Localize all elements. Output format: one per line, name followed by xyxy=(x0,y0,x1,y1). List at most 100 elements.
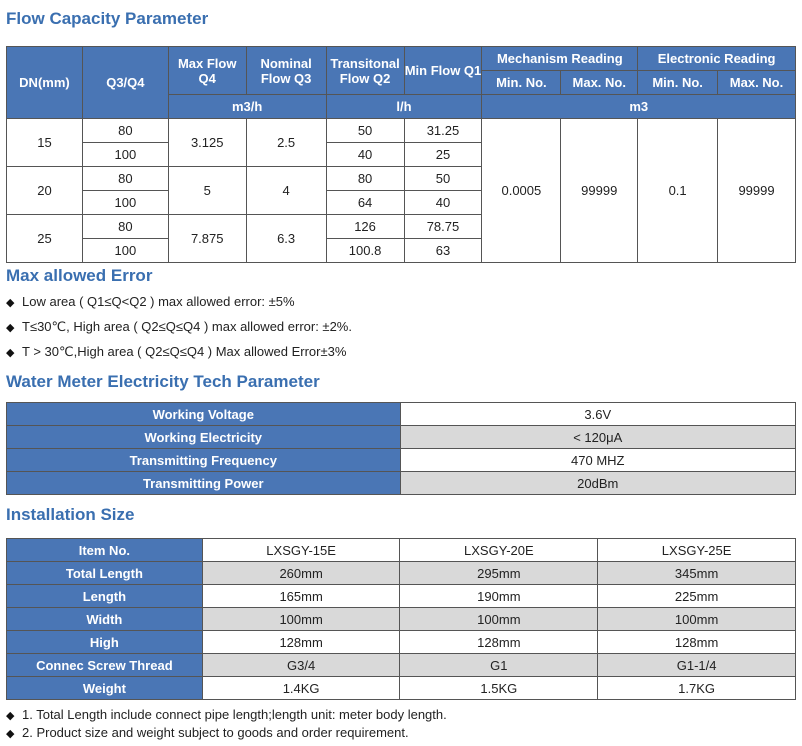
header-unit-lh: l/h xyxy=(325,94,483,119)
flow-capacity-table: DN(mm) Q3/Q4 Max Flow Q4 Nominal Flow Q3… xyxy=(6,46,796,263)
cell: 128mm xyxy=(399,630,599,654)
row-value: 20dBm xyxy=(399,471,797,495)
cell: 225mm xyxy=(597,584,796,608)
diamond-bullet-icon: ◆ xyxy=(6,710,15,722)
cell: 100mm xyxy=(201,607,401,631)
max-flow-cell: 5 xyxy=(167,166,247,215)
transitional-flow-cell: 100.8 xyxy=(325,238,405,263)
diamond-bullet-icon: ◆ xyxy=(6,728,15,740)
row-label: Connec Screw Thread xyxy=(6,653,203,677)
elec-max-cell: 99999 xyxy=(717,118,796,263)
header-mech-max-no: Max. No. xyxy=(560,70,639,95)
nominal-flow-cell: 6.3 xyxy=(245,214,327,263)
row-label: High xyxy=(6,630,203,654)
dn-cell: 25 xyxy=(6,214,83,263)
transitional-flow-cell: 64 xyxy=(325,190,405,215)
row-label: Total Length xyxy=(6,561,203,585)
min-flow-cell: 50 xyxy=(403,166,483,191)
cell: 128mm xyxy=(201,630,401,654)
mech-max-cell: 99999 xyxy=(560,118,639,263)
table-row: 100 64 40 xyxy=(7,190,796,215)
list-item: ◆ T≤30℃, High area ( Q2≤Q≤Q4 ) max allowe… xyxy=(6,317,352,342)
table-row: Working Voltage 3.6V xyxy=(6,402,797,426)
header-unit-m3h: m3/h xyxy=(167,94,327,119)
header-min-flow: Min Flow Q1 xyxy=(403,46,483,95)
header-mechanism-reading: Mechanism Reading xyxy=(481,46,639,71)
flow-section-title: Flow Capacity Parameter xyxy=(6,9,209,28)
cell: 100mm xyxy=(399,607,599,631)
cell: 1.7KG xyxy=(597,676,796,700)
row-label: Working Electricity xyxy=(6,425,401,449)
list-item: ◆ T > 30℃,High area ( Q2≤Q≤Q4 ) Max allow… xyxy=(6,342,352,367)
row-value: < 120μA xyxy=(399,425,797,449)
dn-cell: 15 xyxy=(6,118,83,167)
transitional-flow-cell: 50 xyxy=(325,118,405,143)
dn-cell: 20 xyxy=(6,166,83,215)
list-item: ◆ 2. Product size and weight subject to g… xyxy=(6,724,447,742)
elec-min-cell: 0.1 xyxy=(637,118,719,263)
header-max-flow: Max Flow Q4 xyxy=(167,46,247,95)
q3q4-cell: 100 xyxy=(81,142,169,167)
error-section-title: Max allowed Error xyxy=(6,266,153,285)
cell: 128mm xyxy=(597,630,796,654)
cell: 190mm xyxy=(399,584,599,608)
installation-size-table: Item No. LXSGY-15E LXSGY-20E LXSGY-25E T… xyxy=(6,538,796,700)
q3q4-cell: 80 xyxy=(81,118,169,143)
row-value: 3.6V xyxy=(399,402,797,426)
model-20e: LXSGY-20E xyxy=(399,538,599,562)
table-row: 15 80 3.125 2.5 50 31.25 0.0005 99999 0.… xyxy=(6,118,796,263)
cell: 345mm xyxy=(597,561,796,585)
header-transitional-flow: Transitonal Flow Q2 xyxy=(325,46,405,95)
row-label: Transmitting Frequency xyxy=(6,448,401,472)
row-label: Weight xyxy=(6,676,203,700)
table-row: 25 80 7.875 6.3 126 78.75 xyxy=(6,214,796,263)
mech-min-cell: 0.0005 xyxy=(481,118,562,263)
table-row: Transmitting Power 20dBm xyxy=(6,471,797,495)
table-row: Transmitting Frequency 470 MHZ xyxy=(6,448,797,472)
electricity-table: Working Voltage 3.6V Working Electricity… xyxy=(6,402,797,495)
nominal-flow-cell: 2.5 xyxy=(245,118,327,167)
header-nominal-flow: Nominal Flow Q3 xyxy=(245,46,327,95)
model-25e: LXSGY-25E xyxy=(597,538,796,562)
max-flow-cell: 3.125 xyxy=(167,118,247,167)
table-row: 20 80 5 4 80 50 xyxy=(6,166,796,215)
diamond-bullet-icon: ◆ xyxy=(6,297,15,309)
q3q4-cell: 80 xyxy=(81,166,169,191)
header-unit-m3: m3 xyxy=(481,94,796,119)
cell: 100mm xyxy=(597,607,796,631)
table-row: Length 165mm 190mm 225mm xyxy=(6,584,796,608)
max-flow-cell: 7.875 xyxy=(167,214,247,263)
notes-list: ◆ 1. Total Length include connect pipe le… xyxy=(6,706,447,742)
min-flow-cell: 40 xyxy=(403,190,483,215)
transitional-flow-cell: 40 xyxy=(325,142,405,167)
header-elec-min-no: Min. No. xyxy=(637,70,719,95)
cell: G1-1/4 xyxy=(597,653,796,677)
cell: 1.4KG xyxy=(201,676,401,700)
table-row: 100 40 25 xyxy=(7,142,796,167)
nominal-flow-cell: 4 xyxy=(245,166,327,215)
header-elec-max-no: Max. No. xyxy=(717,70,796,95)
header-dn: DN(mm) xyxy=(6,46,83,119)
table-row: Width 100mm 100mm 100mm xyxy=(6,607,796,631)
model-15e: LXSGY-15E xyxy=(201,538,401,562)
row-label: Length xyxy=(6,584,203,608)
list-item: ◆ 1. Total Length include connect pipe le… xyxy=(6,706,447,724)
cell: 295mm xyxy=(399,561,599,585)
cell: G1 xyxy=(399,653,599,677)
table-row: Weight 1.4KG 1.5KG 1.7KG xyxy=(6,676,796,700)
q3q4-cell: 80 xyxy=(81,214,169,239)
list-item: ◆ Low area ( Q1≤Q<Q2 ) max allowed error:… xyxy=(6,292,352,317)
header-electronic-reading: Electronic Reading xyxy=(637,46,796,71)
transitional-flow-cell: 80 xyxy=(325,166,405,191)
min-flow-cell: 78.75 xyxy=(403,214,483,239)
transitional-flow-cell: 126 xyxy=(325,214,405,239)
row-label: Transmitting Power xyxy=(6,471,401,495)
header-q3q4: Q3/Q4 xyxy=(81,46,169,119)
min-flow-cell: 25 xyxy=(403,142,483,167)
table-row: Working Electricity < 120μA xyxy=(6,425,797,449)
min-flow-cell: 31.25 xyxy=(403,118,483,143)
cell: 165mm xyxy=(201,584,401,608)
cell: G3/4 xyxy=(201,653,401,677)
error-list: ◆ Low area ( Q1≤Q<Q2 ) max allowed error:… xyxy=(6,292,352,367)
table-row: High 128mm 128mm 128mm xyxy=(6,630,796,654)
